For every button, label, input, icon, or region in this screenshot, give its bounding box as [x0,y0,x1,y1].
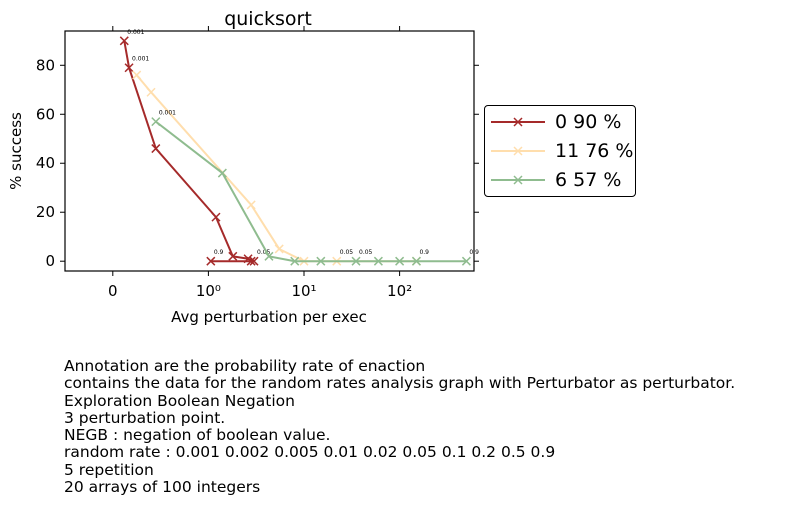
note-line: NEGB : negation of boolean value. [64,426,331,445]
legend-swatch [491,146,545,156]
data-point [316,256,326,266]
note-line: contains the data for the random rates a… [64,374,736,393]
x-tick-label: 10⁰ [196,282,221,300]
note-line: Exploration Boolean Negation [64,391,295,410]
data-point [211,212,221,222]
legend-swatch-marker [513,117,523,127]
note-line: 20 arrays of 100 integers [64,478,261,497]
data-point [290,256,300,266]
data-point [124,63,134,73]
plot-frame [64,30,475,272]
data-point [146,87,156,97]
series-1: 0.05 0.9 [132,70,429,266]
y-axis-label: % success [7,112,25,190]
data-point-label: 0.05 [257,249,271,256]
notes-block: Annotation are the probability rate of e… [64,357,736,497]
data-point-label: 0.001 [159,110,176,117]
series-line [123,40,255,263]
data-point [411,256,421,266]
y-tick-label: 0 [45,252,55,270]
data-point [132,70,142,80]
series-0: 0.001 0.001 0.05 0.9 [119,29,271,266]
y-tick-label: 20 [36,203,55,221]
data-point [246,256,256,266]
series-line [135,74,417,263]
x-tick-label: 10¹ [291,282,316,300]
data-point-label: 0.9 [469,249,479,256]
data-point [249,256,259,266]
series-layer: 0.001 0.001 0.05 0.9 0.05 0.9 0.001 0.05 0.9 [119,29,479,266]
y-tick-label: 80 [36,56,55,74]
x-tick-label: 0 [108,282,118,300]
data-point [351,256,361,266]
data-point [151,144,161,154]
data-point [217,168,227,178]
series-line [155,120,467,263]
data-point [274,244,284,254]
x-axis: 0 10⁰ 10¹ 10² [108,26,412,300]
note-line: Annotation are the probability rate of e… [64,357,426,375]
legend-swatch [491,175,545,185]
y-tick-label: 40 [36,154,55,172]
legend-item: 6 57 % [491,167,621,193]
note-line: 5 repetition [64,460,154,479]
legend-swatch [491,117,545,127]
data-point [395,256,405,266]
legend-item: 0 90 % [491,109,621,135]
x-tick-label: 10² [387,282,412,300]
data-point [151,117,161,127]
data-point-label: 0.001 [127,29,144,36]
legend-label: 0 90 % [555,111,622,133]
y-axis: 0 20 40 60 80 [36,56,479,270]
note-line: random rate : 0.001 0.002 0.005 0.01 0.0… [64,443,556,462]
data-point [264,251,274,261]
data-point [228,251,238,261]
legend-label: 6 57 % [555,169,622,191]
data-point [373,256,383,266]
y-tick-label: 60 [36,105,55,123]
data-point-label: 0.05 [359,249,373,256]
chart-legend: 0 90 % 11 76 % 6 57 % [484,105,636,197]
legend-item: 11 76 % [491,138,634,164]
legend-swatch-marker [513,175,523,185]
data-point-label: 0.05 [340,249,354,256]
legend-swatch-marker [513,146,523,156]
data-point-label: 0.001 [132,56,149,63]
series-2: 0.001 0.05 0.9 [151,110,479,266]
data-point [119,36,129,46]
x-axis-label: Avg perturbation per exec [171,308,367,326]
legend-label: 11 76 % [555,140,634,162]
data-point [461,256,471,266]
data-point [246,200,256,210]
data-point [206,256,216,266]
data-point-label: 0.9 [214,249,224,256]
note-line: 3 perturbation point. [64,408,226,427]
data-point-label: 0.9 [419,249,429,256]
chart-title: quicksort [224,8,312,30]
